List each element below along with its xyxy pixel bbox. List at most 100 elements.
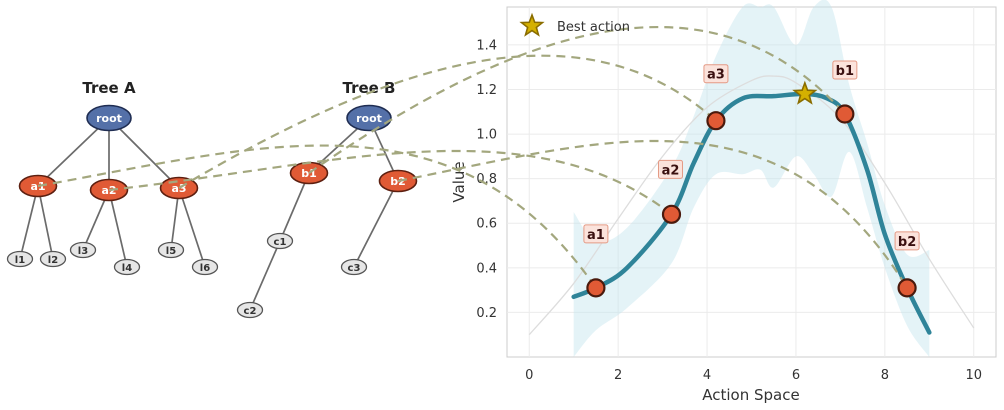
annotation-a1: a1 [583,224,609,244]
tree-node-label: l5 [166,246,176,257]
best-action-star [792,80,818,105]
legend: Best action [519,12,630,37]
tree-node-shape [191,258,219,276]
tree-b-title: Tree B [343,79,396,97]
x-tick-label: 10 [965,368,982,383]
tree-edge [108,117,180,189]
tree-node-label: root [96,112,122,125]
tree-node-label: c2 [244,306,257,317]
annotation-label: b1 [836,64,854,79]
tree-edge [249,240,281,311]
x-axis-ticks: 0 2 4 6 8 10 [525,368,982,383]
tree-node-rootB: root [346,104,392,132]
action-point-a3 [706,111,726,131]
x-tick-label: 0 [525,368,533,383]
tree-to-chart-links [37,26,909,289]
chart-overlay: 0 2 4 6 8 10 0.2 0.4 0.6 0.8 1.0 1.2 1.4 Action Spa… [450,38,982,404]
tree-node-rootA: root [86,104,132,132]
action-point-b2 [897,278,917,298]
y-tick-label: 0.2 [476,306,497,321]
tree-node-label: a1 [30,180,45,193]
tree-node-shape [346,104,392,132]
tree-node-shape [69,241,97,259]
x-tick-label: 2 [614,368,622,383]
tree-node-shape [39,250,67,268]
tree-a-title: Tree A [82,79,136,97]
tree-edge [37,185,54,260]
tree-node-c1: c1 [266,232,294,250]
tree-node-label: l3 [78,246,88,257]
y-tick-label: 0.8 [476,172,497,187]
tree-node-l6: l6 [191,258,219,276]
chart-area [506,0,997,358]
tree-node-shape [6,250,34,268]
tree-node-shape [340,258,368,276]
tree-node-label: l2 [48,255,58,266]
tree-edge [353,180,399,268]
annotation-box [894,231,920,251]
tree-node-shape [236,301,264,319]
y-tick-label: 1.2 [476,83,497,98]
link-b1 [308,26,846,174]
tree-node-shape [266,232,294,250]
tree-edge [108,189,128,268]
y-tick-label: 0.6 [476,217,497,232]
annotation-label: b2 [898,235,916,250]
x-tick-label: 4 [703,368,711,383]
annotation-b1: b1 [832,60,858,80]
annotation-label: a1 [587,228,605,243]
tree-node-label: l4 [122,263,132,274]
link-a2 [108,149,673,216]
point-annotations: a1 a2 a3 b1 b2 [583,60,920,251]
x-tick-label: 6 [792,368,800,383]
tree-node-shape [157,241,185,259]
tree-node-label: b2 [390,175,406,188]
tree-node-l5: l5 [157,241,185,259]
legend-label: Best action [557,20,630,35]
reference-curve [528,75,975,336]
y-tick-label: 1.0 [476,128,497,143]
annotation-box [583,224,609,244]
link-a1 [37,144,597,289]
annotation-a2: a2 [657,159,683,179]
y-tick-label: 1.4 [476,38,497,53]
tree-node-label: c1 [274,237,287,248]
y-tick-label: 0.4 [476,261,497,276]
link-b2 [397,139,909,289]
value-curve [571,91,932,335]
tree-node-label: l6 [200,263,210,274]
tree-node-l4: l4 [113,258,141,276]
tree-node-l1: l1 [6,250,34,268]
y-axis-label: Value [450,161,468,202]
tree-node-l2: l2 [39,250,67,268]
tree-node-label: l1 [15,255,25,266]
tree-node-label: a2 [101,184,116,197]
legend-star-icon [519,12,545,37]
annotation-label: a3 [707,68,725,83]
annotation-b2: b2 [894,231,920,251]
tree-node-label: c3 [348,263,361,274]
tree-node-shape [113,258,141,276]
tree-node-l3: l3 [69,241,97,259]
tree-node-label: root [356,112,382,125]
action-point-a2 [661,204,682,224]
action-point-a1 [586,278,606,298]
confidence-band [573,0,930,357]
annotation-box [657,159,683,179]
tree-edge [19,185,39,260]
x-axis-label: Action Space [702,386,799,404]
tree-edge [279,172,310,242]
annotation-box [703,64,729,84]
tree-node-c2: c2 [236,301,264,319]
annotation-label: a2 [662,163,680,178]
tree-node-c3: c3 [340,258,368,276]
y-axis-ticks: 0.2 0.4 0.6 0.8 1.0 1.2 1.4 [476,38,497,321]
action-point-b1 [835,104,855,124]
x-tick-label: 8 [881,368,889,383]
action-points [586,104,917,298]
annotation-box [832,60,858,80]
annotation-a3: a3 [703,64,729,84]
